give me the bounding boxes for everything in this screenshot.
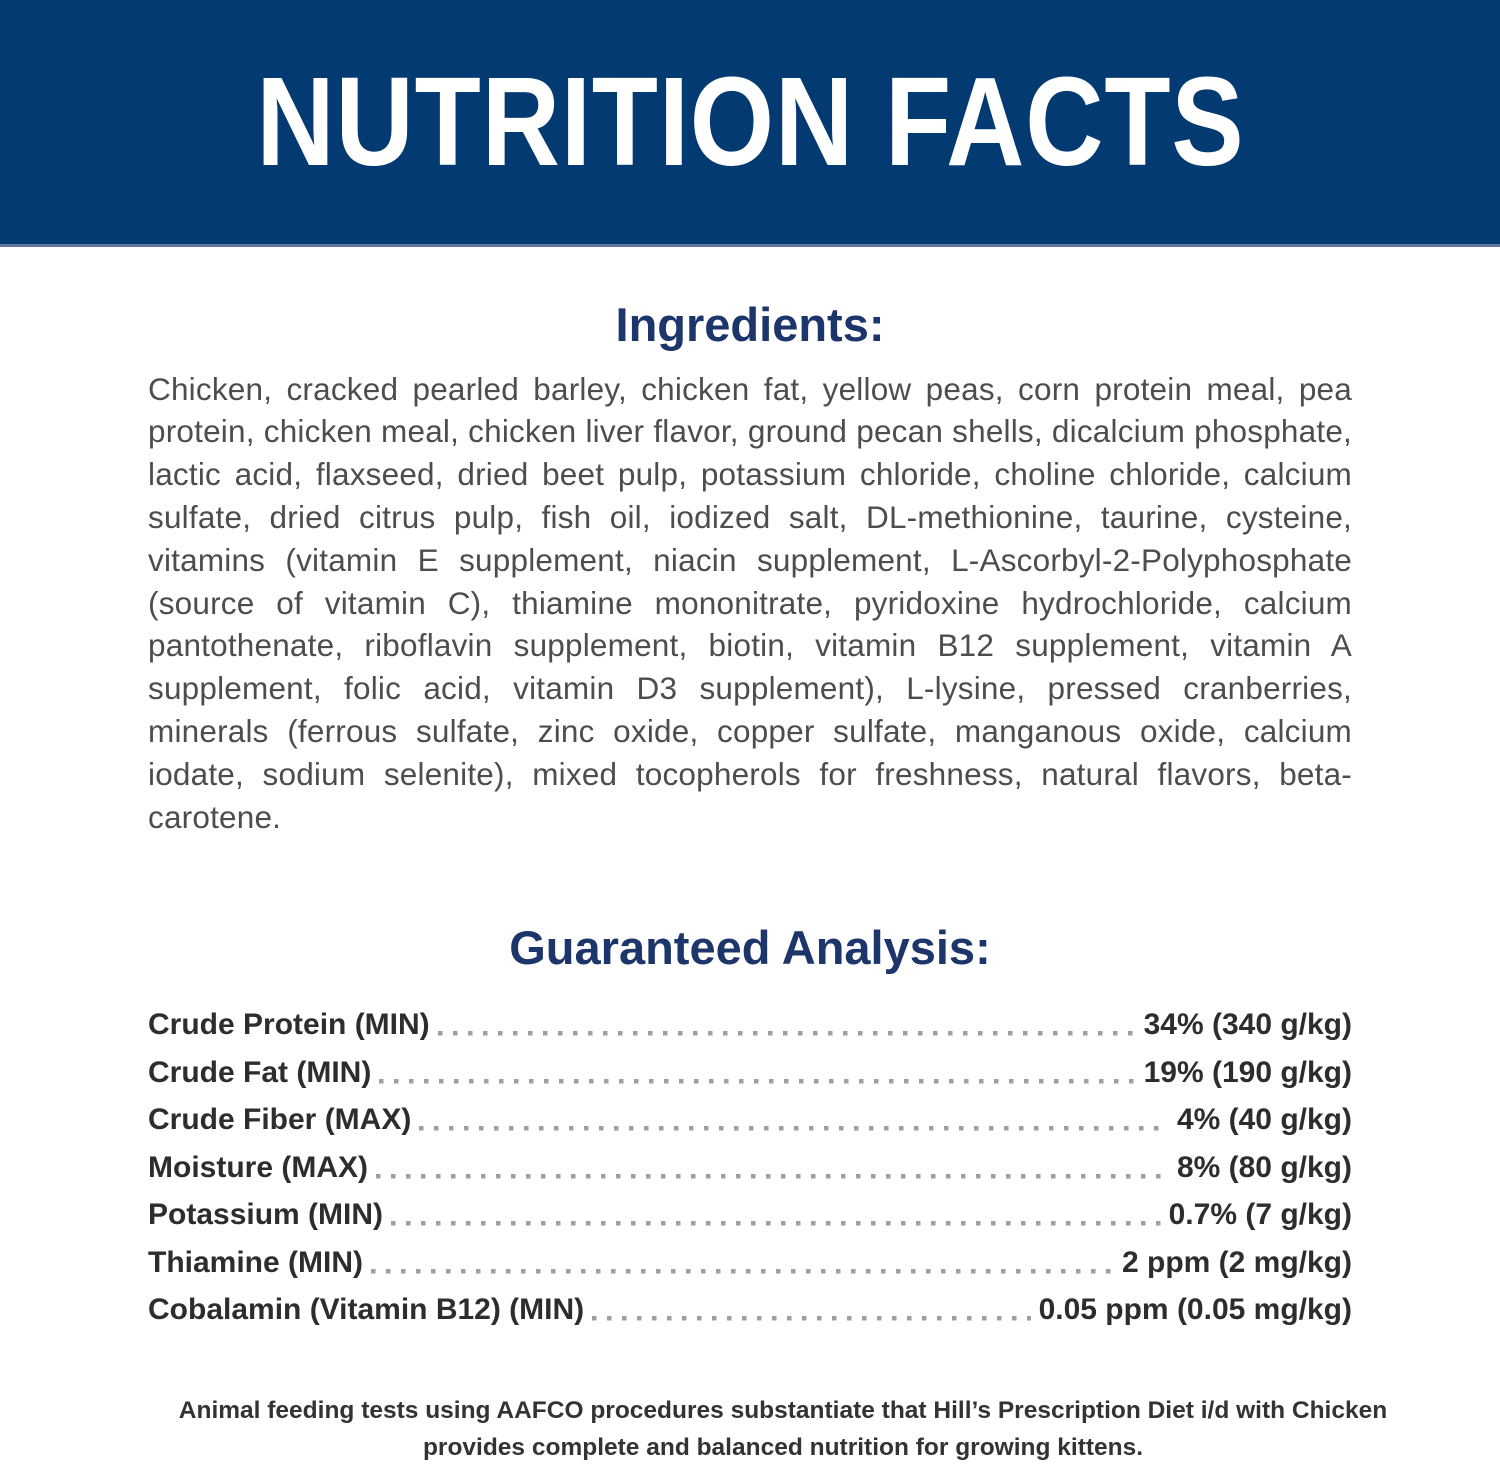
analysis-row-crude-fiber: Crude Fiber (MAX) 4% (40 g/kg) xyxy=(148,1096,1352,1144)
analysis-row-label: Moisture (MAX) xyxy=(148,1150,368,1184)
ingredients-heading: Ingredients: xyxy=(615,298,885,351)
dot-leader xyxy=(371,1238,1114,1287)
analysis-row-potassium: Potassium (MIN) 0.7% (7 g/kg) xyxy=(148,1191,1352,1239)
analysis-row-value: 2 ppm (2 mg/kg) xyxy=(1121,1245,1352,1279)
analysis-row-cobalamin: Cobalamin (Vitamin B12) (MIN) 0.05 ppm (… xyxy=(148,1286,1352,1334)
analysis-row-label: Crude Protein (MIN) xyxy=(148,1008,430,1042)
analysis-row-thiamine: Thiamine (MIN) 2 ppm (2 mg/kg) xyxy=(148,1238,1352,1287)
analysis-row-label: Cobalamin (Vitamin B12) (MIN) xyxy=(148,1293,585,1327)
analysis-row-label: Thiamine (MIN) xyxy=(148,1245,363,1279)
analysis-row-crude-fat: Crude Fat (MIN) 19% (190 g/kg) xyxy=(148,1048,1352,1097)
analysis-row-value: 0.7% (7 g/kg) xyxy=(1168,1198,1352,1232)
analysis-row-moisture: Moisture (MAX) 8% (80 g/kg) xyxy=(148,1143,1352,1192)
dot-leader xyxy=(376,1143,1169,1192)
dot-leader xyxy=(379,1048,1136,1097)
analysis-row-value: 8% (80 g/kg) xyxy=(1176,1150,1352,1184)
guaranteed-analysis-table: Crude Protein (MIN) 34% (340 g/kg) Crude… xyxy=(148,1001,1352,1334)
analysis-row-value: 34% (340 g/kg) xyxy=(1143,1008,1352,1042)
analysis-row-value: 0.05 ppm (0.05 mg/kg) xyxy=(1038,1293,1352,1327)
analysis-row-label: Crude Fiber (MAX) xyxy=(148,1103,412,1137)
analysis-row-value: 19% (190 g/kg) xyxy=(1143,1055,1352,1089)
guaranteed-analysis-heading: Guaranteed Analysis: xyxy=(509,921,991,975)
analysis-row-value: 4% (40 g/kg) xyxy=(1176,1103,1352,1137)
ingredients-paragraph: Chicken, cracked pearled barley, chicken… xyxy=(148,370,1352,835)
label-content: Ingredients: Chicken, cracked pearled ba… xyxy=(148,298,1387,1466)
dot-leader xyxy=(419,1096,1169,1144)
banner-title: NUTRITION FACTS xyxy=(255,51,1245,192)
analysis-row-label: Potassium (MIN) xyxy=(148,1198,384,1232)
analysis-row-crude-protein: Crude Protein (MIN) 34% (340 g/kg) xyxy=(148,1001,1352,1049)
dot-leader xyxy=(592,1286,1031,1334)
aafco-statement: Animal feeding tests using AAFCO procedu… xyxy=(178,1396,1388,1461)
dot-leader xyxy=(437,1001,1136,1049)
analysis-row-label: Crude Fat (MIN) xyxy=(148,1055,372,1089)
dot-leader xyxy=(391,1191,1161,1239)
nutrition-facts-banner: NUTRITION FACTS xyxy=(0,0,1500,247)
